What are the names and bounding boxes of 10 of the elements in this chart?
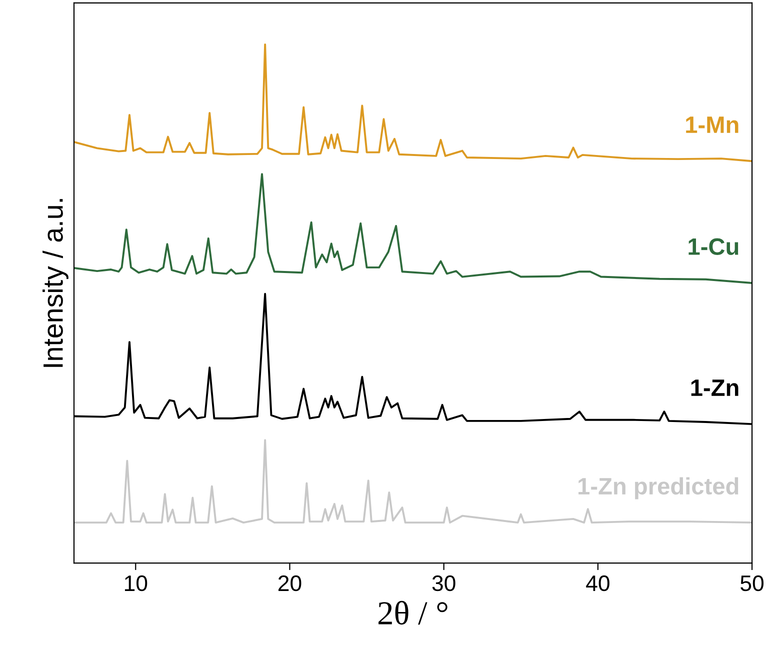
series-label: 1-Mn <box>686 116 738 133</box>
x-tick-label: 20 <box>278 575 302 592</box>
x-tick-label: 40 <box>586 575 610 592</box>
series-label: 1-Cu <box>688 238 738 256</box>
y-axis-title: Intensity / a.u. <box>42 199 68 367</box>
series-label: 1-Zn <box>691 380 738 396</box>
x-axis-title: 2θ / ° <box>378 600 448 625</box>
x-tick-label: 50 <box>740 575 764 592</box>
x-tick-label: 30 <box>432 575 456 592</box>
x-tick-label: 10 <box>124 575 148 592</box>
